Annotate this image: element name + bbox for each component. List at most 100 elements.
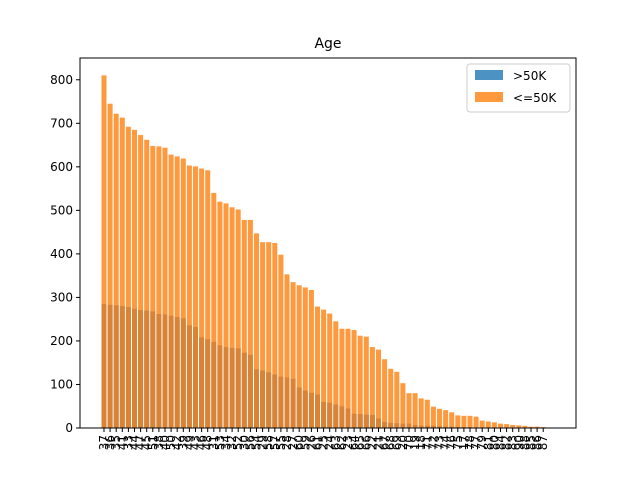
x-tick-label: 74 [439,435,453,450]
x-tick-label: 69 [390,435,404,450]
bar-at-most-50k-79 [479,420,485,428]
x-tick-label: 87 [536,435,550,450]
bar-at-most-50k-28 [284,274,290,428]
y-tick-label: 500 [50,203,73,217]
x-tick-label: 44 [128,435,142,450]
x-tick-label: 37 [97,435,111,450]
y-tick-label: 700 [50,116,73,130]
bar-at-most-50k-90 [516,425,522,428]
bar-at-most-50k-32 [229,207,235,428]
x-tick-label: 35 [109,435,123,450]
x-tick-label: 52 [231,435,245,450]
bar-at-most-50k-19 [412,393,418,428]
bar-at-most-50k-74 [443,410,449,428]
y-tick-label: 100 [50,377,73,391]
x-tick-label: 53 [213,435,227,450]
bar-at-most-50k-40 [162,147,168,429]
bar-at-most-50k-31 [211,192,217,428]
y-tick-label: 200 [50,334,73,348]
bar-at-most-50k-29 [260,242,266,428]
x-tick-label: 68 [384,435,398,450]
x-tick-label: 32 [225,435,239,450]
x-tick-label: 29 [256,435,270,450]
x-tick-label: 63 [329,435,343,450]
x-tick-label: 22 [365,435,379,450]
bar-at-most-50k-66 [363,336,369,428]
x-tick-label: 73 [433,435,447,450]
x-tick-label: 30 [237,435,251,450]
bar-at-most-50k-60 [296,285,302,428]
x-tick-label: 71 [420,435,434,450]
x-tick-label: 42 [170,435,184,450]
x-tick-label: 67 [378,435,392,450]
bar-at-most-50k-77 [473,416,479,428]
x-tick-label: 66 [359,435,373,450]
bar-at-most-50k-53 [217,201,223,428]
bar-at-most-50k-67 [382,359,388,428]
bar-at-most-50k-70 [406,393,412,428]
bar-at-most-50k-17 [461,415,467,428]
bar-at-most-50k-55 [278,254,284,428]
bar-at-most-50k-26 [308,290,314,428]
bar-at-most-50k-62 [339,328,345,428]
x-tick-label: 85 [524,435,538,450]
y-tick-label: 600 [50,160,73,174]
bar-at-most-50k-24 [327,313,333,428]
bar-at-most-50k-34 [223,203,229,428]
x-tick-label: 45 [140,435,154,450]
bar-at-most-50k-43 [193,166,198,428]
x-tick-label: 41 [115,435,129,450]
bar-at-most-50k-36 [107,103,113,429]
x-tick-label: 26 [304,435,318,450]
bar-at-most-50k-33 [125,126,131,428]
x-tick-label: 64 [347,435,361,450]
y-tick-label: 300 [50,290,73,304]
legend: >50K <=50K [466,63,571,113]
x-axis: 3736354133444745513840504239494346483153… [97,428,550,450]
bar-at-most-50k-54 [254,233,259,428]
x-tick-label: 24 [323,435,337,450]
x-tick-label: 33 [121,435,135,450]
bar-at-most-50k-71 [424,399,430,428]
bar-at-most-50k-84 [498,423,503,428]
x-tick-label: 62 [335,435,349,450]
bar-at-most-50k-81 [485,421,491,428]
x-tick-label: 40 [158,435,172,450]
y-tick-label: 400 [50,247,73,261]
bar-at-most-50k-72 [430,406,436,428]
bar-at-most-50k-86 [534,426,540,428]
x-tick-label: 19 [408,435,422,450]
legend-swatch-at-most-50k [475,92,503,102]
x-tick-label: 49 [182,435,196,450]
x-tick-label: 90 [512,435,526,450]
legend-swatch-above-50k [475,70,503,80]
bar-at-most-50k-83 [510,424,516,428]
x-tick-label: 60 [292,435,306,450]
bar-at-most-50k-50 [168,154,174,428]
x-tick-label: 70 [402,435,416,450]
bar-at-most-50k-75 [455,415,461,428]
x-tick-label: 79 [475,435,489,450]
x-tick-label: 34 [219,435,233,450]
bar-at-most-50k-44 [132,129,137,428]
x-tick-label: 80 [487,435,501,450]
bar-at-most-50k-27 [290,282,296,428]
bar-at-most-50k-23 [345,328,351,428]
plot-frame [79,57,577,429]
x-tick-label: 56 [243,435,257,450]
bar-at-most-50k-30 [241,219,247,428]
bar-at-most-50k-22 [369,347,375,428]
x-tick-label: 84 [494,435,508,450]
y-axis: 0 100 200 300 400 500 600 700 800 [50,73,80,435]
x-tick-label: 59 [298,435,312,450]
x-tick-label: 77 [469,435,483,450]
bar-at-most-50k-25 [321,309,327,428]
x-tick-label: 51 [146,435,160,450]
x-tick-label: 83 [506,435,520,450]
bar-at-most-50k-51 [150,145,156,428]
bar-at-most-50k-80 [491,422,497,428]
bar-at-most-50k-61 [315,306,320,428]
x-tick-label: 48 [201,435,215,450]
y-tick-label: 0 [65,421,73,435]
x-tick-label: 82 [500,435,514,450]
